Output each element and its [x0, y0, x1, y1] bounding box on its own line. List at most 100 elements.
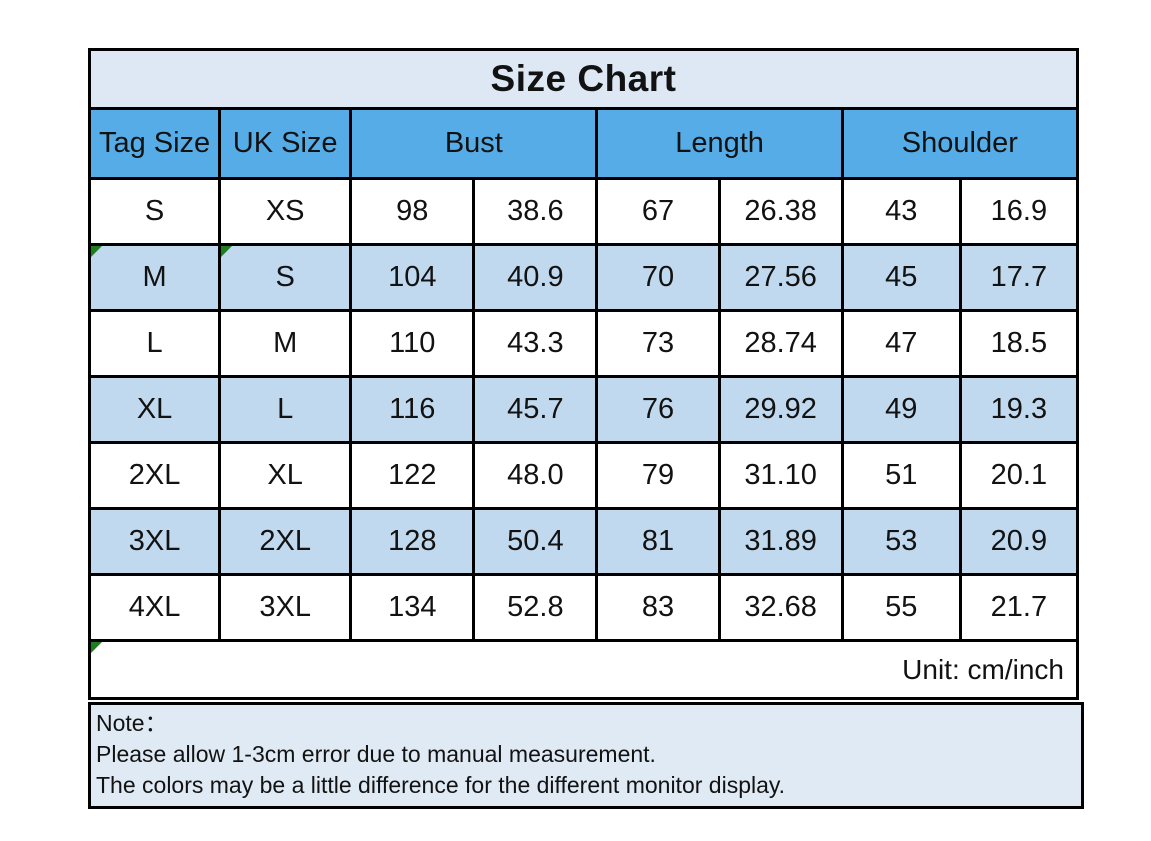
table-cell: 52.8 — [472, 573, 599, 642]
cell-value: 4XL — [128, 591, 181, 623]
unit-cell: Unit: cm/inch — [88, 639, 1079, 700]
table-row: S XS 98 38.6 67 26.38 43 16.9 — [87, 177, 1080, 246]
note-section: Note： Please allow 1-3cm error due to ma… — [88, 702, 1084, 809]
cell-value: M — [273, 327, 298, 359]
cell-value: 28.74 — [744, 327, 817, 359]
table-cell: L — [87, 309, 222, 378]
table-cell: S — [218, 243, 353, 312]
cell-value: 3XL — [128, 525, 181, 557]
cell-value: 31.89 — [744, 525, 817, 557]
table-cell: 122 — [349, 441, 476, 510]
cell-value: XS — [265, 195, 305, 227]
cell-value: 20.9 — [990, 525, 1048, 557]
table-cell: 70 — [595, 243, 721, 312]
cell-value: 21.7 — [990, 591, 1048, 623]
table-cell: 128 — [349, 507, 476, 576]
table-cell: M — [218, 309, 353, 378]
table-cell: 116 — [349, 375, 476, 444]
table-cell: 104 — [349, 243, 476, 312]
table-cell: 45 — [840, 243, 962, 312]
column-header-tag-size: Tag Size — [87, 107, 222, 180]
cell-value: 55 — [885, 591, 918, 623]
table-row: XL L 116 45.7 76 29.92 49 19.3 — [87, 375, 1080, 444]
cell-value: 128 — [388, 525, 437, 557]
cell-value: 3XL — [259, 591, 311, 623]
table-cell: 3XL — [218, 573, 353, 642]
table-cell: 81 — [595, 507, 721, 576]
column-header-length: Length — [595, 107, 844, 180]
table-cell: 16.9 — [958, 177, 1080, 246]
table-cell: XS — [218, 177, 353, 246]
cell-value: 20.1 — [990, 459, 1048, 491]
table-cell: 38.6 — [472, 177, 599, 246]
cell-value: 83 — [641, 591, 675, 623]
cell-value: 122 — [388, 459, 437, 491]
cell-value: 134 — [388, 591, 437, 623]
cell-value: S — [275, 261, 295, 293]
table-cell: 98 — [349, 177, 476, 246]
cell-value: 16.9 — [990, 195, 1048, 227]
table-cell: 76 — [595, 375, 721, 444]
cell-value: 51 — [885, 459, 918, 491]
cell-value: 45.7 — [507, 393, 564, 425]
cell-value: 27.56 — [744, 261, 817, 293]
cell-value: 2XL — [128, 459, 181, 491]
table-cell: 3XL — [87, 507, 222, 576]
table-cell: L — [218, 375, 353, 444]
unit-label: Unit: cm/inch — [902, 653, 1064, 685]
table-cell: 49 — [840, 375, 962, 444]
cell-value: XL — [267, 459, 303, 491]
table-cell: 50.4 — [472, 507, 599, 576]
note-line-1: Please allow 1-3cm error due to manual m… — [96, 741, 656, 767]
unit-row: Unit: cm/inch — [88, 639, 1079, 700]
table-cell: 48.0 — [472, 441, 599, 510]
table-cell: 2XL — [218, 507, 353, 576]
cell-value: 67 — [641, 195, 675, 227]
table-cell: 4XL — [87, 573, 222, 642]
cell-value: 31.10 — [744, 459, 817, 491]
table-cell: 51 — [840, 441, 962, 510]
cell-error-marker-icon — [222, 247, 233, 257]
cell-value: 52.8 — [507, 591, 564, 623]
cell-value: L — [146, 327, 163, 359]
cell-value: M — [142, 261, 167, 293]
table-cell: 110 — [349, 309, 476, 378]
table-cell: 45.7 — [472, 375, 599, 444]
cell-value: 48.0 — [507, 459, 564, 491]
cell-value: 110 — [389, 327, 436, 359]
cell-value: 43.3 — [507, 327, 564, 359]
table-cell: 134 — [349, 573, 476, 642]
table-cell: 27.56 — [717, 243, 844, 312]
cell-value: 17.7 — [990, 261, 1048, 293]
cell-value: 40.9 — [507, 261, 564, 293]
table-cell: XL — [87, 375, 222, 444]
cell-value: L — [277, 393, 294, 425]
table-cell: 28.74 — [717, 309, 844, 378]
cell-value: 104 — [388, 261, 437, 293]
table-cell: 18.5 — [958, 309, 1080, 378]
table-cell: 43 — [840, 177, 962, 246]
table-cell: 79 — [595, 441, 721, 510]
cell-value: 43 — [885, 195, 918, 227]
cell-value: 47 — [885, 327, 918, 359]
cell-value: 32.68 — [744, 591, 817, 623]
note-heading: Note： — [96, 710, 168, 736]
cell-value: 73 — [641, 327, 675, 359]
table-cell: 53 — [840, 507, 962, 576]
cell-value: 19.3 — [990, 393, 1048, 425]
table-cell: 29.92 — [717, 375, 844, 444]
page-title: Size Chart — [88, 48, 1079, 110]
cell-value: 50.4 — [507, 525, 564, 557]
table-cell: 40.9 — [472, 243, 599, 312]
table-cell: 67 — [595, 177, 721, 246]
table-row: 3XL 2XL 128 50.4 81 31.89 53 20.9 — [87, 507, 1080, 576]
table-cell: S — [87, 177, 222, 246]
cell-value: 53 — [885, 525, 918, 557]
table-row: M S 104 40.9 70 27.56 45 17.7 — [87, 243, 1080, 312]
table-cell: 20.1 — [958, 441, 1080, 510]
table-cell: 83 — [595, 573, 721, 642]
title-row: Size Chart — [88, 48, 1079, 110]
column-header-uk-size: UK Size — [218, 107, 353, 180]
cell-error-marker-icon — [92, 247, 102, 257]
size-chart-table: Size Chart Tag Size UK Size Bust Length Shou… — [87, 48, 1080, 700]
